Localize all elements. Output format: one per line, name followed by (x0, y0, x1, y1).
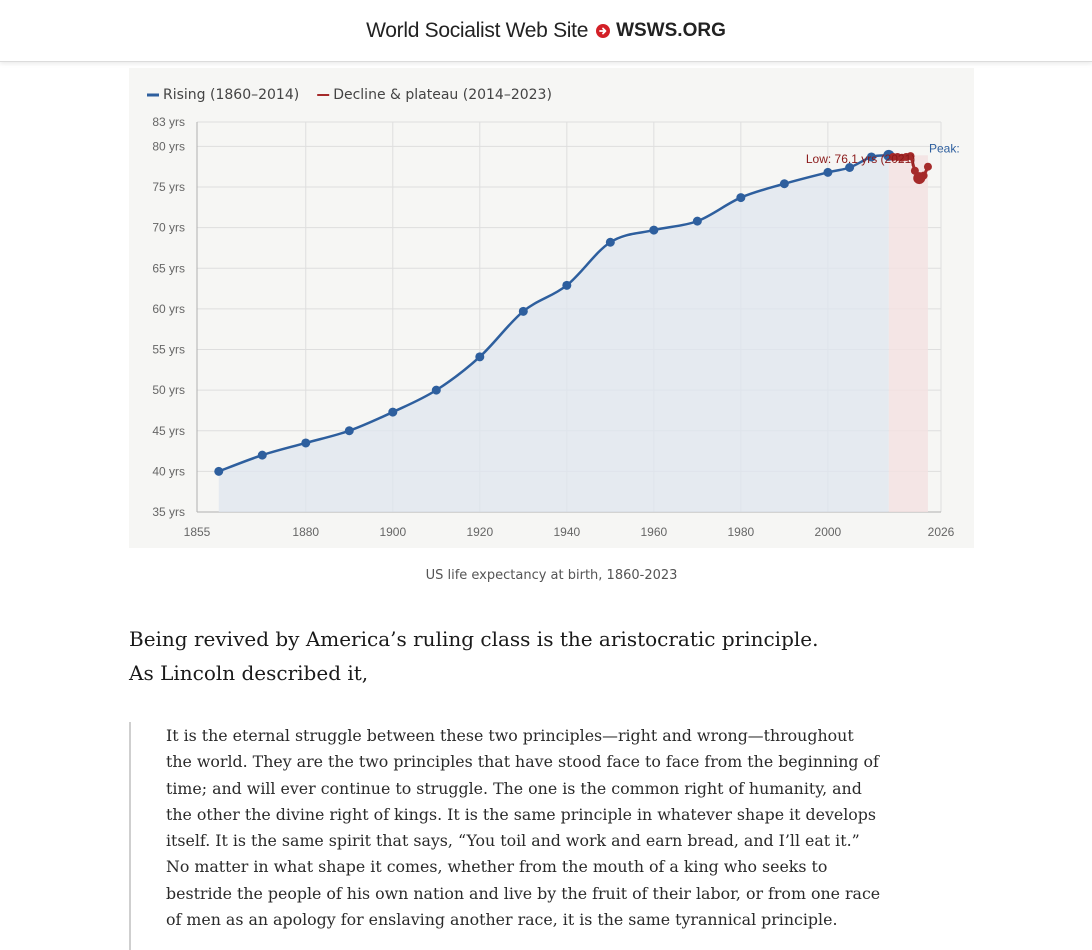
rising-data-point (301, 438, 311, 448)
decline-area (888, 155, 928, 512)
article-paragraph: Being revived by America’s ruling class … (129, 627, 819, 685)
rising-data-point (605, 237, 615, 247)
y-tick-label: 45 yrs (152, 424, 185, 438)
rising-data-point (649, 225, 659, 235)
site-header: World Socialist Web Site WSWS.ORG (0, 0, 1092, 62)
rising-data-point (518, 306, 528, 316)
chart-svg: 35 yrs 40 yrs 45 yrs 50 yrs 55 yrs 60 yrs 65 y… (147, 87, 960, 539)
x-tick-label: 1880 (292, 525, 319, 539)
rising-data-point (257, 450, 267, 460)
x-tick-label: 1980 (728, 525, 755, 539)
y-tick-label: 83 yrs (152, 115, 185, 129)
y-tick-label: 40 yrs (152, 464, 185, 478)
rising-area (218, 155, 889, 512)
rising-data-point (866, 152, 876, 162)
blockquote-text: It is the eternal struggle between these… (166, 726, 881, 930)
chart-caption: US life expectancy at birth, 1860-2023 (425, 568, 678, 583)
site-name: World Socialist Web Site (366, 18, 589, 42)
x-tick-label: 2026 (928, 525, 955, 539)
x-tick-label: 1940 (553, 525, 580, 539)
peak-annotation: Peak: (929, 141, 960, 155)
lincoln-blockquote: It is the eternal struggle between these… (129, 722, 889, 950)
x-tick-label: 1920 (466, 525, 493, 539)
rising-data-point (475, 352, 485, 362)
x-tick-label: 1960 (640, 525, 667, 539)
rising-data-point (562, 280, 572, 290)
rising-data-point (692, 216, 702, 226)
rising-data-point (736, 193, 746, 203)
low-annotation: Low: 76.1 yrs (2021) (806, 152, 915, 166)
y-tick-label: 50 yrs (152, 383, 185, 397)
y-tick-label: 70 yrs (152, 221, 185, 235)
wsws-logo-icon (596, 23, 611, 38)
decline-data-point (919, 171, 928, 180)
rising-data-point (214, 466, 224, 476)
y-tick-label: 80 yrs (152, 139, 185, 153)
y-tick-label: 60 yrs (152, 302, 185, 316)
decline-data-point (923, 162, 932, 171)
rising-data-point (344, 426, 354, 436)
site-domain: WSWS.ORG (616, 19, 726, 41)
rising-data-point (388, 407, 398, 417)
y-tick-label: 55 yrs (152, 343, 185, 357)
rising-data-point (845, 163, 855, 172)
y-tick-label: 65 yrs (152, 261, 185, 275)
y-tick-label: 35 yrs (152, 505, 185, 519)
rising-data-point (779, 179, 789, 189)
site-brand-link[interactable]: World Socialist Web Site WSWS.ORG (366, 19, 726, 43)
x-tick-label: 1855 (184, 525, 211, 539)
rising-data-point (823, 167, 833, 177)
x-tick-label: 1900 (379, 525, 406, 539)
rising-data-point (431, 385, 441, 395)
legend-label: Decline & plateau (2014–2023) (333, 87, 552, 103)
life-expectancy-chart: 35 yrs 40 yrs 45 yrs 50 yrs 55 yrs 60 yrs 65 y… (129, 68, 974, 548)
legend-label: Rising (1860–2014) (163, 87, 299, 103)
x-tick-label: 2000 (815, 525, 842, 539)
y-tick-label: 75 yrs (152, 180, 185, 194)
decline-data-point (906, 152, 915, 161)
